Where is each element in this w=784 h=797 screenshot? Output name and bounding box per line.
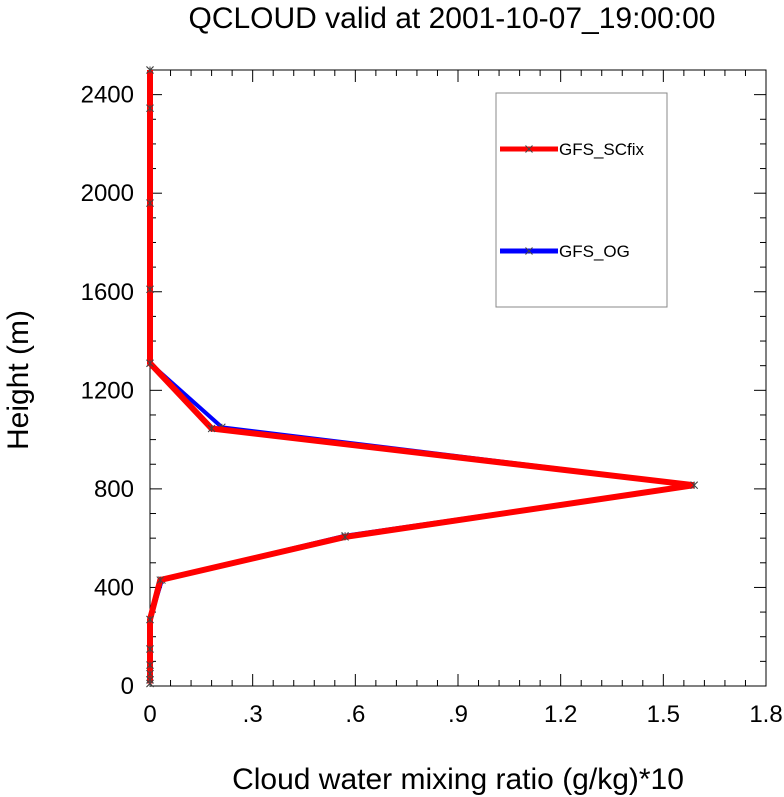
data-point (146, 661, 154, 669)
y-tick-label: 2400 (81, 82, 134, 109)
data-point (146, 285, 154, 294)
y-tick-label: 2000 (81, 180, 134, 207)
series-layer (146, 66, 698, 688)
x-tick-label: 0 (143, 701, 156, 728)
plot-area-frame (149, 69, 767, 687)
data-point (156, 576, 165, 584)
data-point (690, 481, 698, 490)
axis-ticks (149, 69, 767, 687)
data-point (146, 669, 154, 678)
y-tick-label: 1200 (81, 377, 134, 404)
data-point (146, 104, 154, 113)
x-tick-label: .3 (243, 701, 263, 728)
axis-tick-labels: 0 .3 .6 .9 1.2 1.5 1.8 0 400 800 1200 1600 2000 2400 (81, 82, 783, 728)
x-tick-label: .9 (448, 701, 468, 728)
y-tick-label: 1600 (81, 279, 134, 306)
y-axis-label: Height (m) (2, 310, 35, 450)
legend-label: GFS_OG (559, 242, 630, 261)
legend-box (495, 92, 668, 308)
x-tick-label: 1.5 (647, 701, 680, 728)
x-tick-label: 1.2 (544, 701, 577, 728)
x-tick-label: 1.8 (749, 701, 782, 728)
chart-title: QCLOUD valid at 2001-10-07_19:00:00 (189, 2, 716, 35)
legend-marker (525, 145, 533, 153)
legend-marker (525, 247, 533, 255)
data-point (146, 615, 154, 624)
y-tick-label: 0 (121, 673, 134, 700)
data-point (146, 66, 154, 74)
x-tick-label: .6 (345, 701, 365, 728)
data-point (146, 359, 154, 368)
legend: GFS_SCfix GFS_OG (495, 92, 668, 308)
y-tick-label: 800 (94, 476, 134, 503)
legend-label: GFS_SCfix (559, 140, 645, 159)
data-point (146, 675, 154, 684)
data-point (207, 424, 216, 433)
y-tick-label: 400 (94, 574, 134, 601)
data-point (341, 533, 349, 541)
data-point (146, 199, 154, 207)
x-axis-label: Cloud water mixing ratio (g/kg)*10 (232, 763, 684, 796)
data-point (146, 645, 154, 653)
